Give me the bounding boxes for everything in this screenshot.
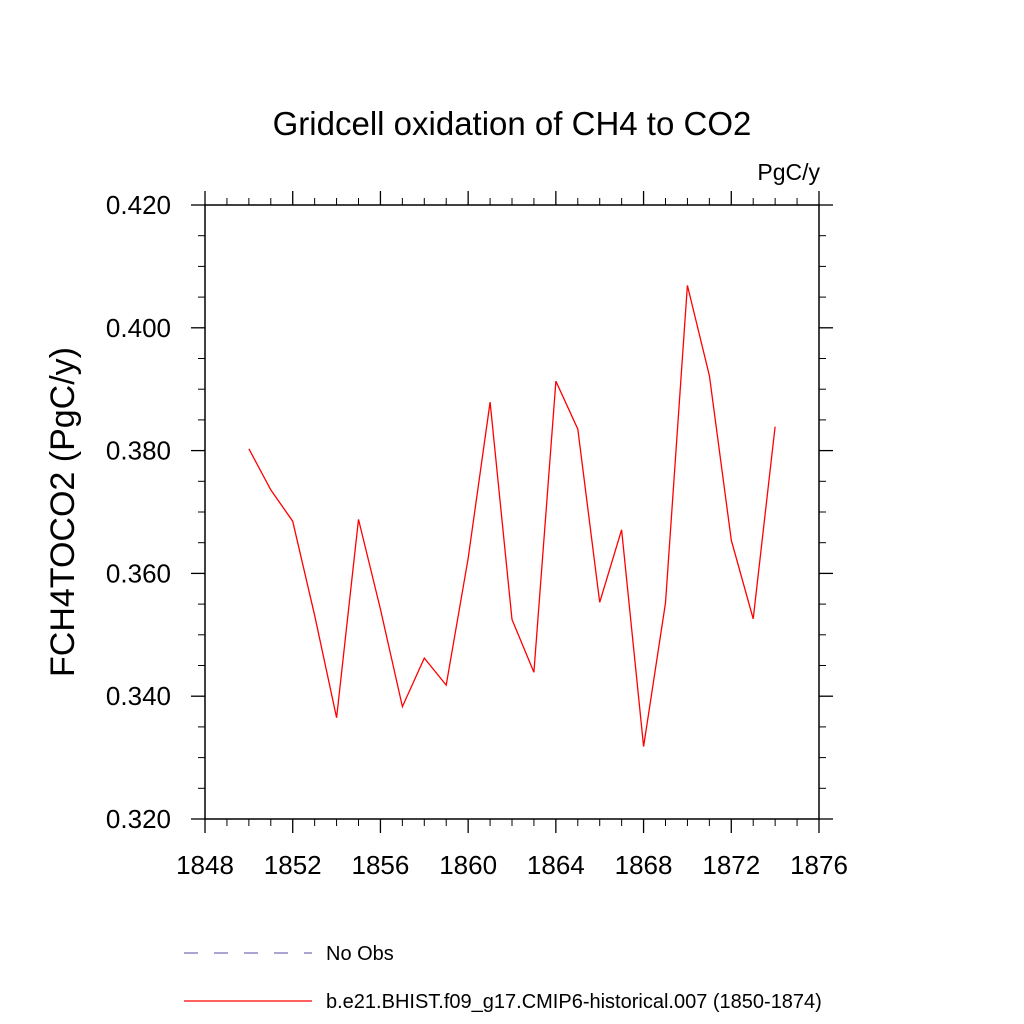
legend-label: No Obs bbox=[326, 943, 394, 965]
y-tick-label: 0.360 bbox=[106, 558, 171, 588]
x-tick-label: 1848 bbox=[176, 850, 234, 880]
y-tick-label: 0.340 bbox=[106, 681, 171, 711]
x-tick-label: 1856 bbox=[352, 850, 410, 880]
x-tick-label: 1868 bbox=[615, 850, 673, 880]
y-tick-label: 0.380 bbox=[106, 436, 171, 466]
y-tick-label: 0.420 bbox=[106, 190, 171, 220]
legend: No Obs b.e21.BHIST.f09_g17.CMIP6-historic… bbox=[184, 943, 822, 1013]
x-tick-label: 1860 bbox=[439, 850, 497, 880]
x-tick-label: 1852 bbox=[264, 850, 322, 880]
x-tick-label: 1876 bbox=[790, 850, 848, 880]
x-tick-label: 1864 bbox=[527, 850, 585, 880]
y-tick-label: 0.400 bbox=[106, 313, 171, 343]
chart-title: Gridcell oxidation of CH4 to CO2 bbox=[273, 105, 752, 142]
data-series bbox=[248, 285, 776, 747]
x-tick-label: 1872 bbox=[702, 850, 760, 880]
units-label: PgC/y bbox=[757, 159, 820, 185]
y-tick-label: 0.320 bbox=[106, 804, 171, 834]
axis-ticks bbox=[191, 191, 833, 833]
y-axis-label: FCH4TOCO2 (PgC/y) bbox=[44, 347, 82, 677]
series-line bbox=[248, 285, 776, 747]
legend-label: b.e21.BHIST.f09_g17.CMIP6-historical.007… bbox=[326, 991, 822, 1013]
axis-tick-labels: 1848 1852 1856 1860 1864 1868 1872 1876 0.320 0.3… bbox=[106, 190, 848, 880]
